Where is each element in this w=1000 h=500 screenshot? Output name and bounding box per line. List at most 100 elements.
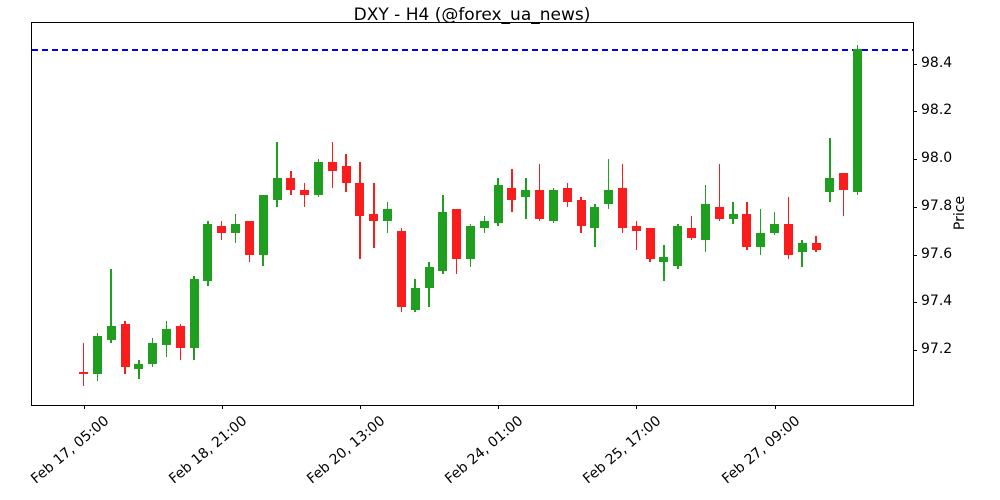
candle-wick	[607, 159, 610, 210]
y-tick-label: 98.0	[921, 150, 953, 167]
candle-down	[120, 323, 130, 367]
candle-up	[479, 221, 489, 229]
y-tick-label: 97.2	[921, 341, 953, 358]
y-axis-title: Price	[952, 195, 968, 231]
candle-down	[645, 228, 655, 260]
y-tick-mark	[913, 302, 917, 304]
x-tick-label: Feb 24, 01:00	[442, 413, 527, 488]
x-tick-mark	[774, 405, 776, 409]
candle-down	[341, 166, 351, 183]
candle-down	[327, 161, 337, 171]
candle-down	[244, 221, 254, 255]
candle-wick	[759, 209, 762, 255]
candle-up	[313, 161, 323, 195]
plot-area: Feb 17, 05:00 Feb 18, 21:00 Feb 20, 13:00 F…	[28, 22, 917, 487]
candle-down	[811, 242, 821, 250]
candle-up	[852, 49, 862, 193]
candle-up	[424, 266, 434, 288]
candle-down	[535, 190, 545, 219]
x-tick-mark	[221, 405, 223, 409]
candle-up	[231, 223, 240, 234]
candle-wick	[663, 245, 665, 281]
y-tick-mark	[913, 63, 917, 65]
y-tick-mark	[913, 254, 917, 256]
candle-down	[452, 209, 462, 260]
candle-down	[576, 199, 586, 226]
candle-wick	[110, 268, 112, 343]
resistance-dashed-line	[32, 49, 913, 51]
y-tick-label: 98.2	[921, 102, 953, 119]
candle-up	[189, 278, 199, 348]
candle-down	[631, 225, 641, 231]
candle-down	[562, 187, 572, 202]
y-tick-mark	[913, 206, 917, 208]
candle-up	[272, 178, 282, 200]
candle-down	[355, 183, 365, 217]
candle-down	[286, 178, 296, 191]
candle-up	[106, 326, 116, 341]
candle-wick	[82, 342, 85, 386]
candle-wick	[525, 178, 527, 219]
candle-down	[175, 326, 185, 348]
candle-wick	[842, 173, 845, 217]
y-tick-label: 97.6	[921, 245, 953, 262]
candle-down	[839, 173, 849, 191]
candle-down	[618, 187, 627, 229]
chart-title: DXY - H4 (@forex_ua_news)	[353, 5, 591, 25]
candle-wick	[635, 221, 637, 250]
candle-up	[770, 223, 779, 234]
x-tick-mark	[359, 405, 361, 409]
candle-up	[604, 190, 614, 205]
x-tick-mark	[498, 405, 500, 409]
candle-down	[79, 371, 88, 374]
candle-wick	[801, 240, 803, 267]
x-tick-label: Feb 17, 05:00	[27, 413, 112, 488]
y-tick-mark	[913, 111, 917, 113]
candle-up	[673, 225, 683, 267]
x-tick-label: Feb 20, 13:00	[304, 413, 389, 488]
candle-down	[783, 223, 793, 255]
candle-up	[493, 185, 503, 224]
candle-up	[825, 178, 835, 193]
candle-up	[161, 328, 171, 346]
candle-up	[548, 190, 558, 222]
candle-up	[700, 204, 710, 241]
x-tick-mark	[83, 405, 85, 409]
y-tick-label: 98.4	[921, 54, 953, 71]
candle-up	[659, 257, 669, 262]
candle-up	[521, 190, 531, 198]
candle-down	[369, 214, 379, 222]
candle-down	[396, 230, 406, 308]
y-tick-mark	[913, 159, 917, 161]
candle-wick	[303, 183, 306, 207]
candle-up	[92, 335, 102, 374]
candle-up	[258, 194, 268, 255]
candle-up	[148, 342, 158, 365]
candle-up	[203, 223, 213, 281]
candle-up	[410, 288, 420, 310]
candle-wick	[718, 163, 720, 222]
candle-wick	[732, 202, 734, 224]
candle-down	[507, 187, 517, 200]
candle-down	[742, 214, 752, 248]
candle-up	[438, 211, 448, 272]
x-tick-label: Feb 27, 09:00	[718, 413, 803, 488]
candle-down	[217, 225, 227, 234]
candle-wick	[829, 137, 831, 203]
y-tick-mark	[913, 350, 917, 352]
candle-up	[797, 242, 807, 253]
candle-up	[590, 206, 600, 229]
y-tick-label: 97.8	[921, 197, 953, 214]
x-tick-mark	[636, 405, 638, 409]
candle-wick	[276, 142, 278, 207]
y-tick-label: 97.4	[921, 293, 953, 310]
x-tick-label: Feb 18, 21:00	[165, 413, 250, 488]
x-tick-label: Feb 25, 17:00	[580, 413, 665, 488]
candle-down	[714, 206, 724, 219]
candle-down	[300, 190, 310, 195]
candle-down	[687, 228, 697, 238]
candle-up	[466, 225, 475, 260]
candle-up	[383, 209, 392, 222]
candle-up	[756, 233, 766, 248]
